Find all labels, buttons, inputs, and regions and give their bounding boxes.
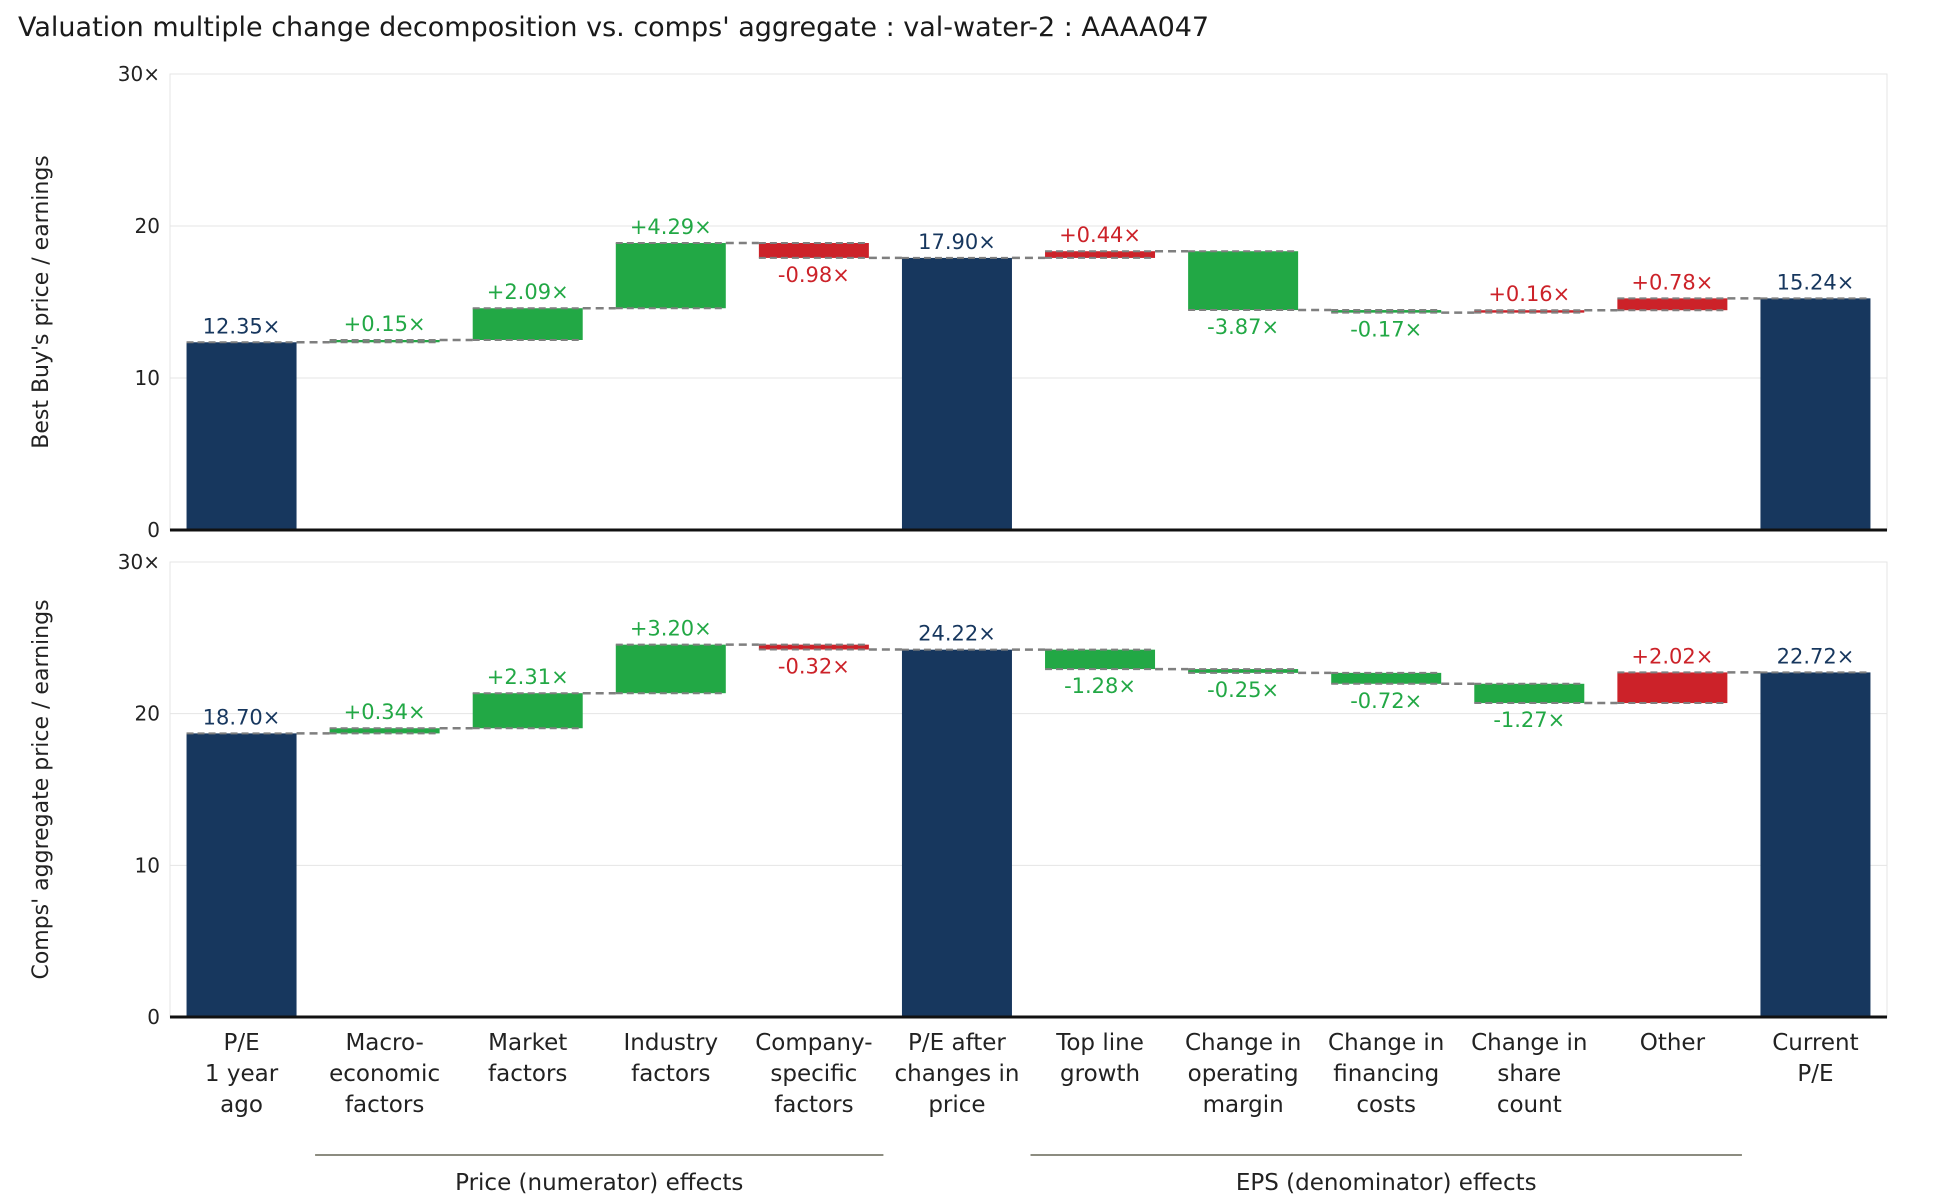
delta-bar [1474,683,1585,704]
y-tick-label: 30× [118,62,160,86]
total-bar [901,649,1012,1017]
data-label: +3.20× [630,617,712,641]
category-label: Top line growth [1055,1030,1144,1087]
delta-bar [472,693,583,729]
data-label: +2.09× [487,280,569,304]
delta-bar [472,308,583,340]
group-labels: Price (numerator) effects EPS (denominato… [315,1154,1742,1196]
data-label: 17.90× [918,230,996,254]
delta-bar [1045,251,1156,258]
delta-bar [329,340,440,343]
delta-bar [758,243,869,258]
data-label: +0.44× [1059,223,1141,247]
data-label: 15.24× [1777,270,1855,294]
data-label: +0.16× [1488,282,1570,306]
delta-bar [1045,649,1156,670]
data-label: 18.70× [203,705,281,729]
y-tick-label: 30× [118,550,160,574]
category-label: P/E 1 year ago [205,1030,279,1118]
y-tick-label: 20 [135,214,160,238]
delta-bar [1474,310,1585,313]
category-label: Change in share count [1471,1030,1587,1118]
delta-bar [1617,672,1728,704]
y-axis-label: Comps' aggregate price / earnings [29,599,54,979]
delta-bar [1331,672,1442,684]
data-label: -1.28× [1064,674,1136,698]
group-label: EPS (denominator) effects [1236,1170,1537,1196]
y-tick-label: 10 [135,366,160,390]
total-bar [1760,672,1871,1017]
chart-title: Valuation multiple change decomposition … [18,12,1209,43]
data-label: -3.87× [1207,315,1279,339]
y-tick-label: 10 [135,853,160,877]
y-tick-label: 0 [147,1005,160,1029]
category-label: P/E after changes in price [895,1030,1020,1118]
data-label: -1.27× [1493,708,1565,732]
data-label: 12.35× [203,314,281,338]
data-label: -0.98× [778,263,850,287]
data-label: 24.22× [918,622,996,646]
total-bar [1760,298,1871,530]
data-label: -0.32× [778,655,850,679]
plot-frame [169,561,1888,1018]
data-label: +0.78× [1631,270,1713,294]
chart-panels: 0 10 20 30× Best Buy's price / earnings 12.35… [29,62,1888,1029]
data-label: -0.72× [1350,689,1422,713]
delta-bar [1617,298,1728,311]
category-label: Market factors [488,1030,567,1087]
category-label: Change in operating margin [1185,1030,1301,1118]
category-label: Change in financing costs [1328,1030,1444,1118]
data-label: +4.29× [630,215,712,239]
y-tick-label: 20 [135,702,160,726]
delta-bar [615,243,726,309]
y-tick-label: 0 [147,518,160,542]
data-label: 22.72× [1777,644,1855,668]
chart-panel-2: 0 10 20 30× Comps' aggregate price / earning… [29,550,1888,1029]
category-label: Macro-economic factors [329,1030,440,1118]
total-bar [901,257,1012,530]
y-axis-label: Best Buy's price / earnings [29,155,54,449]
category-labels: P/E 1 year ago Macro-economic factors Market f… [205,1030,1859,1118]
delta-bar [329,728,440,734]
data-label: +0.15× [344,312,426,336]
category-label: Other [1640,1030,1706,1056]
total-bar [186,733,297,1017]
chart-panel-1: 0 10 20 30× Best Buy's price / earnings 12.35… [29,62,1888,542]
category-label: Company-specific factors [755,1030,872,1118]
category-label: Industry factors [623,1030,718,1087]
data-label: +2.02× [1631,644,1713,668]
delta-bar [1331,310,1442,313]
data-label: +2.31× [487,665,569,689]
data-label: -0.25× [1207,678,1279,702]
group-label: Price (numerator) effects [455,1170,743,1196]
data-label: +0.34× [344,700,426,724]
delta-bar [758,644,869,650]
delta-bar [615,644,726,694]
data-label: -0.17× [1350,318,1422,342]
delta-bar [1188,251,1299,311]
delta-bar [1188,669,1299,673]
category-label: Current P/E [1772,1030,1858,1087]
total-bar [186,342,297,530]
